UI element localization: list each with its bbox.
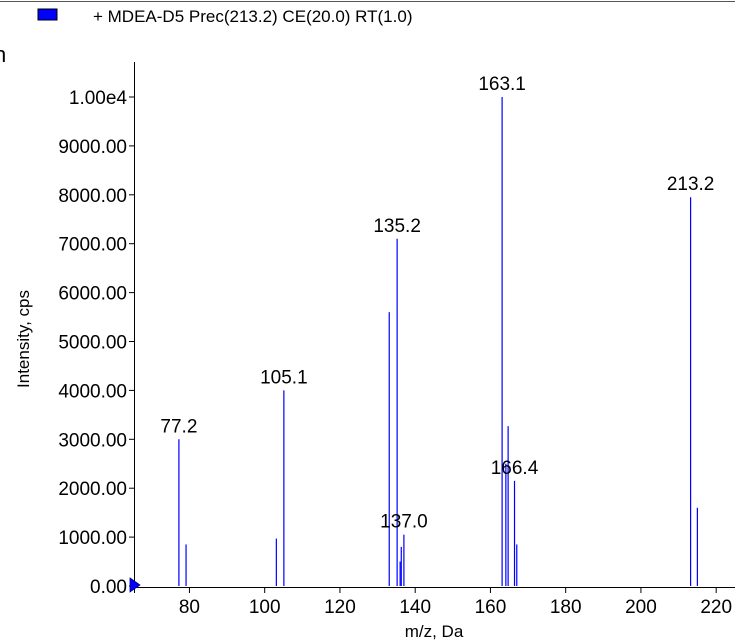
- x-tick-label: 120: [324, 597, 356, 618]
- x-tick-label: 200: [625, 597, 657, 618]
- x-tick-label: 140: [399, 597, 431, 618]
- peak-label: 105.1: [260, 367, 308, 388]
- x-tick-label: 180: [550, 597, 582, 618]
- peak-label: 166.4: [491, 458, 539, 479]
- legend-label: + MDEA-D5 Prec(213.2) CE(20.0) RT(1.0): [93, 7, 412, 26]
- y-axis-title: Intensity, cps: [14, 290, 33, 388]
- peak-label: 213.2: [667, 174, 715, 195]
- peak-label: 137.0: [380, 512, 428, 533]
- peak-label: 163.1: [478, 74, 526, 95]
- y-tick-label: 5000.00: [58, 333, 127, 354]
- x-tick-label: 160: [475, 597, 507, 618]
- y-tick-label: 9000.00: [58, 137, 127, 158]
- x-tick-label: 220: [700, 597, 732, 618]
- y-tick-label: 1.00e4: [69, 88, 128, 109]
- x-tick-label: 100: [249, 597, 281, 618]
- y-tick-label: 3000.00: [58, 430, 127, 451]
- y-tick-label: 1000.00: [58, 528, 127, 549]
- x-tick-label: 80: [179, 597, 200, 618]
- legend: + MDEA-D5 Prec(213.2) CE(20.0) RT(1.0): [38, 7, 412, 26]
- peak-label: 135.2: [373, 216, 421, 237]
- axes-layer: 0.00 1000.00 2000.00 3000.00 4000.00 5000.00 6…: [0, 2, 735, 619]
- x-axis-title: m/z, Da: [405, 622, 464, 641]
- clipped-side-text: n: [0, 42, 6, 67]
- peak-labels-layer: 77.2 105.1 135.2 137.0 163.1 166.4 213.2: [160, 74, 714, 533]
- y-tick-label: 2000.00: [58, 479, 127, 500]
- y-tick-label: 7000.00: [58, 235, 127, 256]
- y-tick-label: 6000.00: [58, 284, 127, 305]
- bars-layer: [179, 97, 697, 586]
- peak-label: 77.2: [160, 416, 197, 437]
- plot-area: 77.2 105.1 135.2 137.0 163.1 166.4 213.2 0.00 1…: [0, 2, 735, 619]
- legend-swatch: [38, 9, 57, 20]
- y-tick-label: 0.00: [90, 577, 127, 598]
- y-tick-label: 4000.00: [58, 381, 127, 402]
- y-tick-label: 8000.00: [58, 186, 127, 207]
